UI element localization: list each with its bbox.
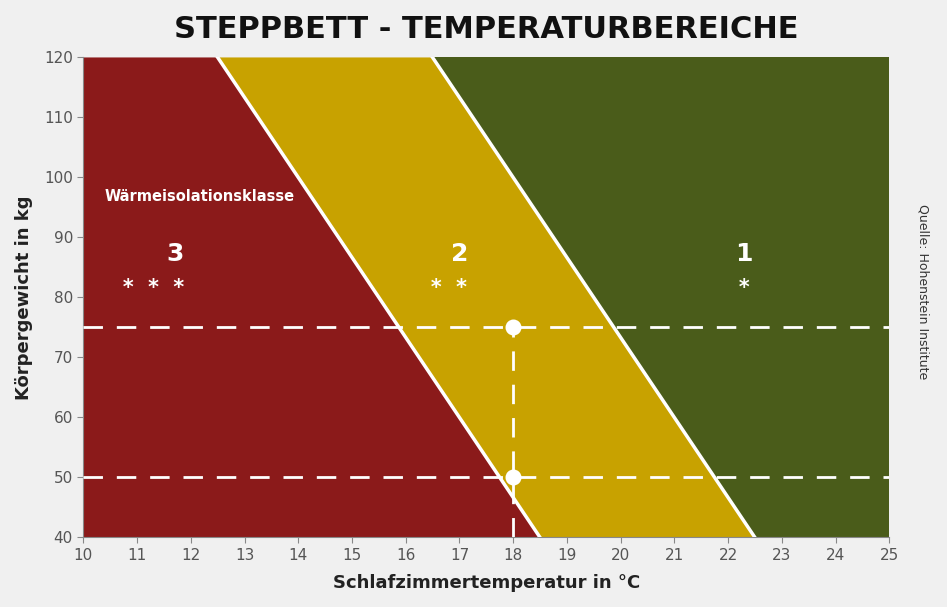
Text: 1: 1 <box>736 242 753 266</box>
Text: 2: 2 <box>451 242 468 266</box>
Text: *: * <box>738 279 750 299</box>
Text: * *: * * <box>430 279 468 299</box>
Polygon shape <box>83 58 540 537</box>
Polygon shape <box>218 58 755 537</box>
Text: 3: 3 <box>166 242 184 266</box>
Title: STEPPBETT - TEMPERATURBEREICHE: STEPPBETT - TEMPERATURBEREICHE <box>174 15 798 44</box>
Polygon shape <box>433 58 889 537</box>
Text: Wärmeisolationsklasse: Wärmeisolationsklasse <box>105 189 295 205</box>
Text: Quelle: Hohenstein Institute: Quelle: Hohenstein Institute <box>917 204 930 379</box>
X-axis label: Schlafzimmertemperatur in °C: Schlafzimmertemperatur in °C <box>332 574 640 592</box>
Y-axis label: Körpergewicht in kg: Körpergewicht in kg <box>15 195 33 399</box>
Text: * * *: * * * <box>121 279 185 299</box>
